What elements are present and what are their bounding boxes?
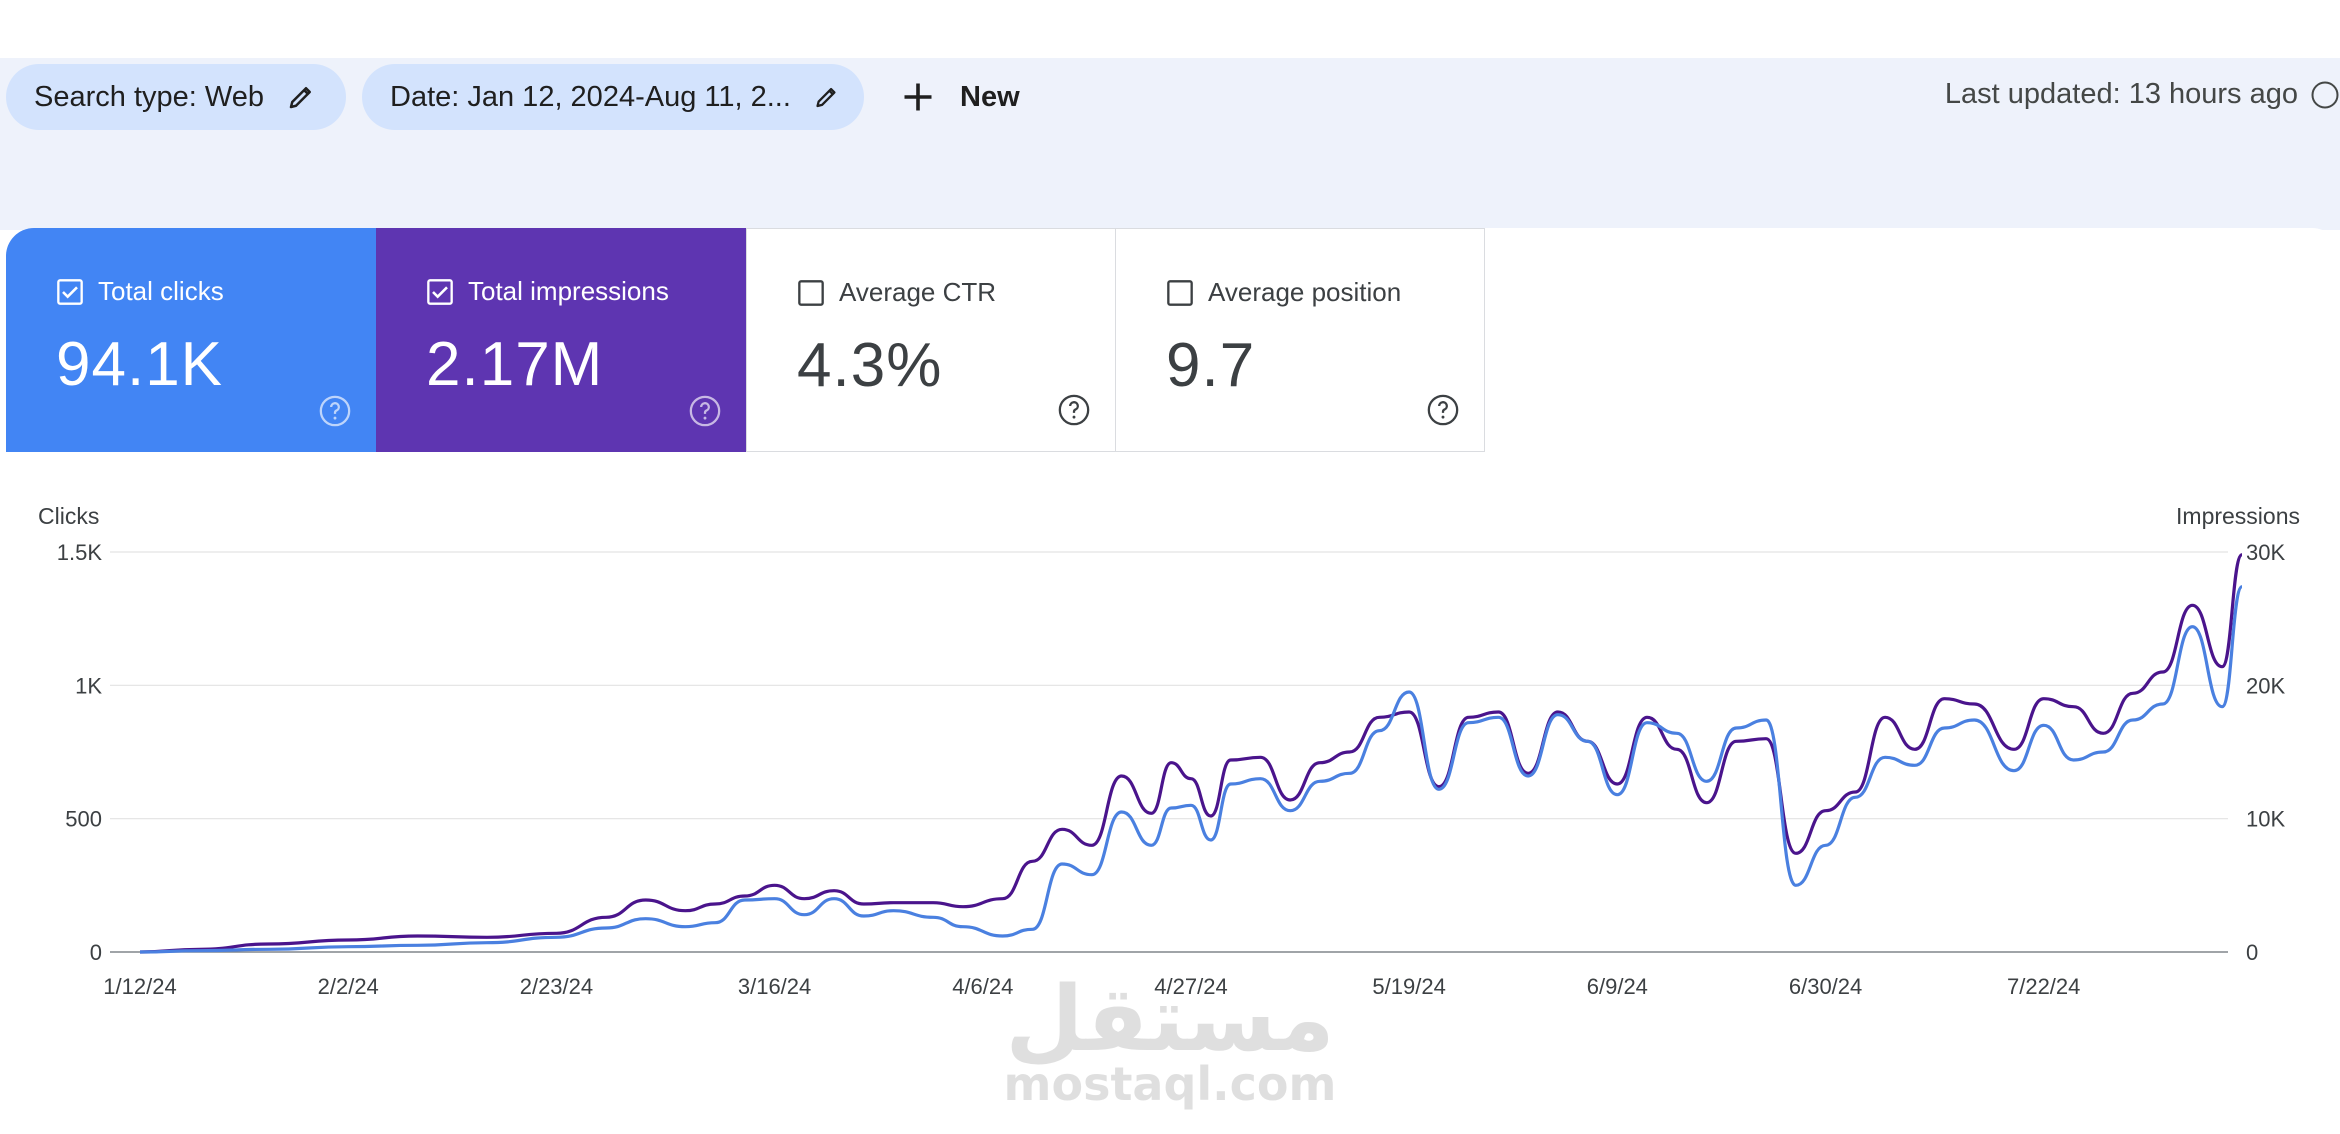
x-tick-label: 1/12/24 bbox=[103, 974, 176, 999]
help-icon[interactable] bbox=[1426, 393, 1460, 427]
last-updated-text: Last updated: 13 hours ago bbox=[1944, 78, 2298, 110]
metric-value: 4.3% bbox=[797, 331, 943, 400]
metric-label: Total clicks bbox=[98, 276, 224, 306]
y-left-tick-label: 1K bbox=[75, 673, 102, 698]
metric-card-total-impressions[interactable]: Total impressions 2.17M bbox=[376, 228, 746, 452]
y-right-tick-label: 30K bbox=[2246, 540, 2285, 565]
metric-value: 2.17M bbox=[426, 330, 604, 399]
x-tick-label: 7/22/24 bbox=[2007, 974, 2080, 999]
watermark-latin: mostaql.com bbox=[1004, 1057, 1337, 1111]
performance-chart: Clicks Impressions 0 500 1K 1.5K 0 10K 20K 30K… bbox=[38, 503, 2300, 1111]
y-right-axis-label: Impressions bbox=[2176, 503, 2300, 529]
metric-card-average-ctr[interactable]: Average CTR 4.3% bbox=[746, 228, 1116, 452]
y-left-tick-label: 500 bbox=[65, 807, 102, 832]
y-right-tick-label: 10K bbox=[2246, 807, 2285, 832]
metric-label: Average position bbox=[1208, 277, 1402, 307]
series-line-impressions bbox=[139, 553, 2244, 954]
watermark-arabic: مستقل bbox=[1005, 967, 1334, 1072]
new-filter-button[interactable]: New bbox=[900, 64, 1020, 130]
y-left-axis-label: Clicks bbox=[38, 503, 99, 529]
search-type-label: Search type: Web bbox=[34, 80, 264, 113]
new-filter-label: New bbox=[960, 80, 1020, 113]
plus-icon bbox=[904, 83, 932, 111]
x-tick-label: 2/2/24 bbox=[318, 974, 379, 999]
last-updated: Last updated: 13 hours ago bbox=[1944, 78, 2339, 111]
checkbox-checked-icon[interactable] bbox=[56, 278, 84, 306]
x-tick-label: 6/9/24 bbox=[1587, 974, 1648, 999]
checkbox-checked-icon[interactable] bbox=[426, 278, 454, 306]
y-right-tick-label: 20K bbox=[2246, 673, 2285, 698]
checkbox-unchecked-icon[interactable] bbox=[1166, 279, 1194, 307]
y-left-tick-label: 1.5K bbox=[57, 540, 103, 565]
metric-card-average-position[interactable]: Average position 9.7 bbox=[1115, 228, 1485, 452]
metric-value: 9.7 bbox=[1166, 331, 1256, 400]
pencil-icon bbox=[816, 87, 836, 108]
metric-card-total-clicks[interactable]: Total clicks 94.1K bbox=[6, 228, 376, 452]
help-icon[interactable] bbox=[318, 394, 352, 428]
y-right-tick-label: 0 bbox=[2246, 940, 2258, 965]
metric-label: Average CTR bbox=[839, 277, 997, 307]
help-icon[interactable] bbox=[688, 394, 722, 428]
help-icon[interactable] bbox=[1057, 393, 1091, 427]
x-tick-label: 5/19/24 bbox=[1372, 974, 1445, 999]
checkbox-unchecked-icon[interactable] bbox=[797, 279, 825, 307]
x-tick-label: 6/30/24 bbox=[1789, 974, 1862, 999]
help-icon[interactable] bbox=[2310, 80, 2340, 110]
series-line-clicks bbox=[139, 585, 2244, 954]
watermark: مستقل mostaql.com bbox=[1004, 967, 1337, 1111]
metric-label: Total impressions bbox=[468, 276, 669, 306]
date-range-label: Date: Jan 12, 2024-Aug 11, 2... bbox=[390, 80, 791, 113]
pencil-icon bbox=[289, 87, 311, 109]
x-tick-label: 4/6/24 bbox=[952, 974, 1013, 999]
metric-value: 94.1K bbox=[56, 330, 224, 399]
y-left-tick-label: 0 bbox=[90, 940, 102, 965]
date-range-chip[interactable]: Date: Jan 12, 2024-Aug 11, 2... bbox=[362, 64, 864, 130]
search-type-chip[interactable]: Search type: Web bbox=[6, 64, 346, 130]
x-tick-label: 2/23/24 bbox=[520, 974, 593, 999]
x-tick-label: 3/16/24 bbox=[738, 974, 811, 999]
x-tick-label: 4/27/24 bbox=[1154, 974, 1227, 999]
